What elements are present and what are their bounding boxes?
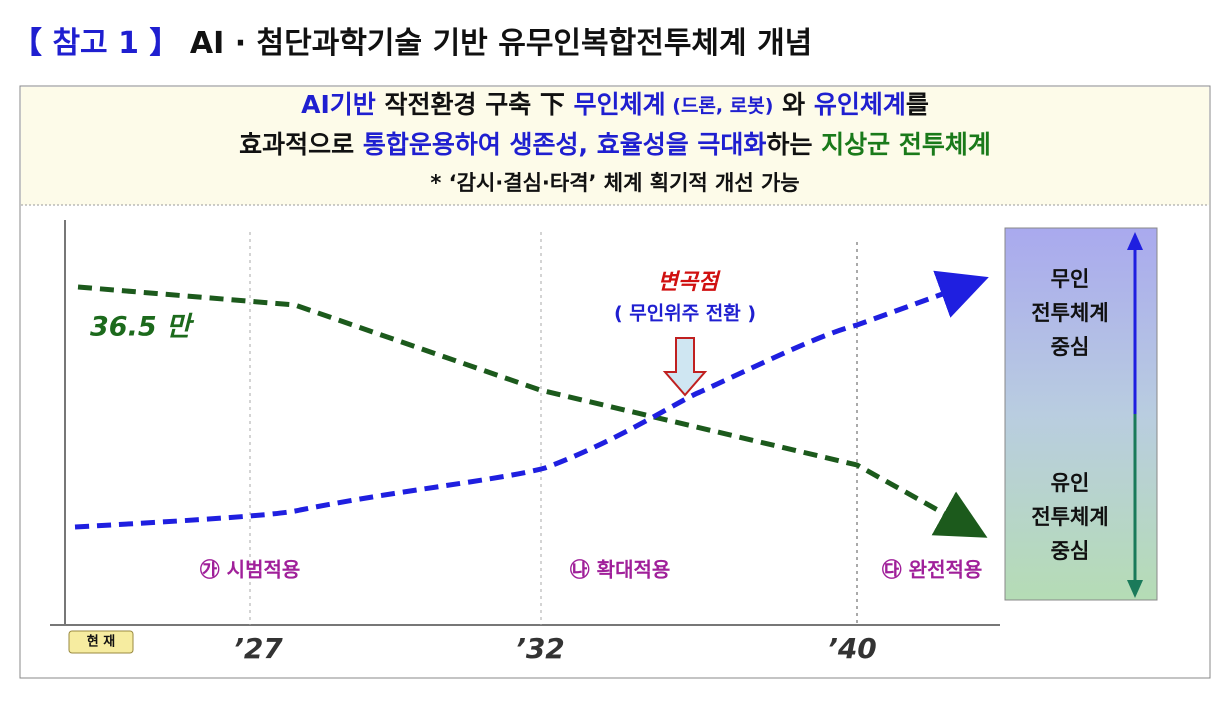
focus-text: 중심 (1051, 539, 1090, 563)
start-label: 36.5 만 (90, 312, 195, 343)
seg: AI기반 (301, 90, 376, 119)
title-tag: 【 참고 1 】 (12, 26, 179, 61)
seg: 를 (906, 90, 929, 119)
focus-box (1004, 227, 1158, 601)
focus-text: 중심 (1051, 335, 1090, 359)
seg: 유인체계 (814, 90, 906, 119)
seg: 무인체계 (574, 90, 666, 119)
seg: 하는 (766, 130, 821, 159)
seg: 효과적으로 (239, 130, 363, 159)
phase: ㉮ 시범적용 (200, 558, 301, 582)
phase: ㉯ 확대적용 (570, 558, 671, 582)
focus-text: 전투체계 (1031, 505, 1108, 529)
summary-line: 효과적으로 통합운용하여 생존성, 효율성을 극대화하는 지상군 전투체계 (239, 130, 991, 159)
summary-line: AI기반 작전환경 구축 下 무인체계 (드론, 로봇) 와 유인체계를 (301, 90, 929, 119)
timeline-label: ’32 (515, 632, 565, 665)
down-arrow (662, 337, 708, 397)
phase: ㉰ 완전적용 (882, 558, 983, 582)
manned-line (77, 284, 988, 538)
title-text: AI · 첨단과학기술 기반 유무인복합전투체계 개념 (179, 26, 812, 61)
period-lines (249, 232, 858, 625)
seg: 작전환경 구축 下 (376, 90, 574, 119)
timeline-label: 현 재 (87, 634, 115, 650)
arrow-head (1127, 580, 1143, 598)
inflection-note: ( 무인위주 전환 ) (614, 303, 756, 325)
timeline-label: ’40 (827, 632, 877, 665)
note: * ‘감시·결심·타격’ 체계 획기적 개선 가능 (430, 171, 799, 195)
now-badge (68, 630, 134, 654)
title: 【 참고 1 】 AI · 첨단과학기술 기반 유무인복합전투체계 개념 (12, 26, 812, 61)
arrow-head (1127, 232, 1143, 250)
seg: (드론, 로봇) (666, 95, 774, 117)
seg: 지상군 전투체계 (821, 130, 991, 159)
seg: 통합운용하여 생존성, 효율성을 극대화 (363, 130, 767, 159)
inflection: 변곡점 (658, 270, 721, 295)
timeline-label: ’27 (233, 632, 283, 665)
seg: 와 (773, 90, 813, 119)
focus-text: 전투체계 (1031, 301, 1108, 325)
focus-text: 무인 (1051, 267, 1090, 291)
focus-text: 유인 (1051, 471, 1090, 495)
summary-box (21, 87, 1209, 205)
unmanned-line (74, 270, 989, 530)
